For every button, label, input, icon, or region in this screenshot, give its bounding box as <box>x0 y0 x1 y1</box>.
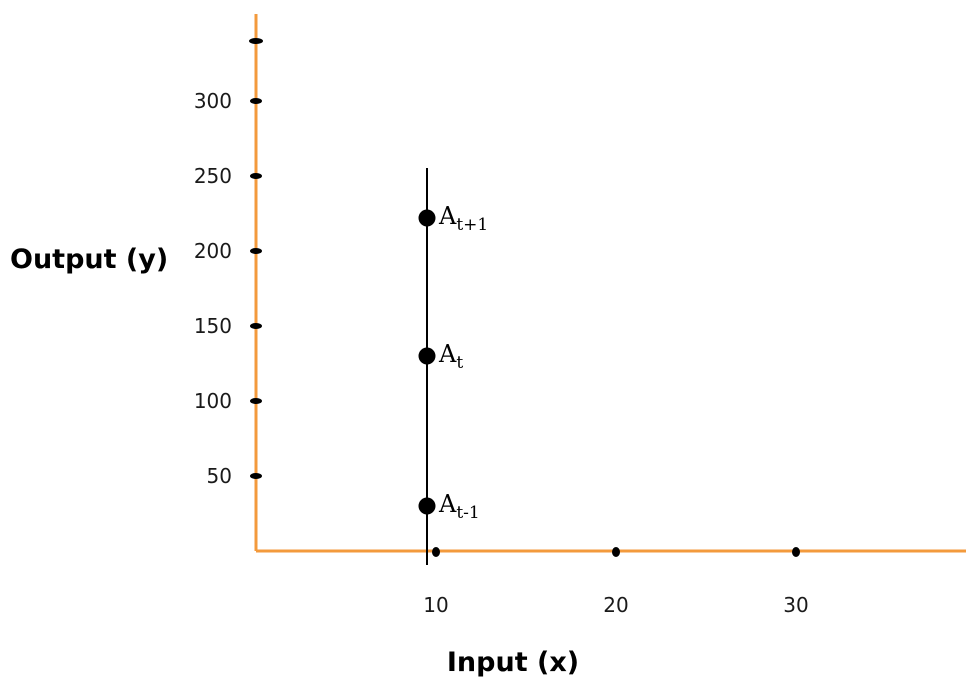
y-tick-label: 100 <box>194 389 232 413</box>
x-tick-label: 30 <box>783 593 808 617</box>
x-axis-title: Input (x) <box>447 647 579 678</box>
y-axis-title: Output (y) <box>10 244 168 275</box>
data-point-label: At+1 <box>438 202 488 235</box>
data-point-label-base: A <box>438 340 457 368</box>
y-tick-mark <box>250 98 262 104</box>
y-tick-label: 150 <box>194 314 232 338</box>
y-tick-label: 50 <box>207 464 232 488</box>
y-ticks: 50 100 150 200 250 300 <box>194 38 263 488</box>
x-tick-label: 20 <box>603 593 628 617</box>
y-tick-label: 300 <box>194 89 232 113</box>
y-tick-mark <box>250 398 262 404</box>
data-point-label: At <box>438 340 463 373</box>
x-tick-mark <box>612 547 620 557</box>
data-point-label-sub: t-1 <box>456 503 479 523</box>
data-point-label-sub: t <box>456 353 463 373</box>
data-point <box>418 497 436 515</box>
y-tick-mark <box>249 38 263 44</box>
axes <box>254 14 966 553</box>
y-tick-mark <box>250 473 262 479</box>
x-tick-mark <box>432 547 440 557</box>
y-tick-label: 200 <box>194 239 232 263</box>
data-point-label-base: A <box>438 202 457 230</box>
y-tick-label: 250 <box>194 164 232 188</box>
x-tick-mark <box>792 547 800 557</box>
data-point <box>418 209 436 227</box>
x-tick-label: 10 <box>423 593 448 617</box>
data-point-label-base: A <box>438 490 457 518</box>
y-tick-mark <box>250 323 262 329</box>
data-point <box>418 347 436 365</box>
y-tick-mark <box>250 248 262 254</box>
data-point-label: At-1 <box>438 490 480 523</box>
data-point-label-sub: t+1 <box>456 215 488 235</box>
x-ticks: 10 20 30 <box>423 547 809 617</box>
y-tick-mark <box>250 173 262 179</box>
